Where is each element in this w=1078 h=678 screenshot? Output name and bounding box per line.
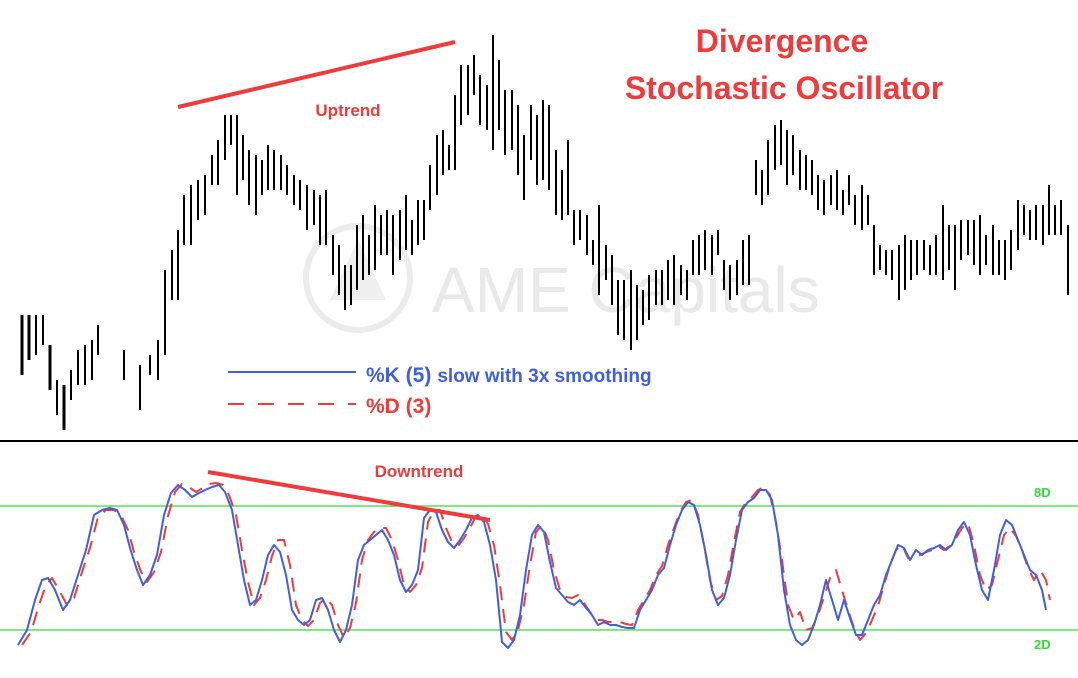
level-label-8d: 8D [1034, 485, 1051, 500]
downtrend-label: Downtrend [375, 462, 464, 481]
level-label-2d: 2D [1034, 637, 1051, 652]
chart-subtitle: Stochastic Oscillator [625, 70, 943, 106]
oscillator-series [17, 482, 1051, 649]
legend: %K (5) slow with 3x smoothing %D (3) [228, 364, 652, 418]
oscillator-levels: 8D 2D [0, 485, 1078, 652]
price-bars [20, 35, 1069, 430]
legend-d-label: %D (3) [366, 395, 431, 418]
legend-k-name: %K (5) [366, 364, 431, 387]
chart-title: Divergence [696, 23, 869, 59]
legend-k-note: slow with 3x smoothing [437, 366, 651, 387]
series-d-line [21, 482, 1051, 646]
oscillator-trendline [207, 470, 491, 522]
watermark-text: AME Capitals [432, 254, 820, 326]
price-trendline [177, 40, 456, 109]
series-k-line [17, 484, 1047, 649]
uptrend-label: Uptrend [315, 101, 380, 120]
watermark: AME Capitals [303, 223, 820, 333]
legend-k-label: %K (5) slow with 3x smoothing [366, 364, 652, 387]
